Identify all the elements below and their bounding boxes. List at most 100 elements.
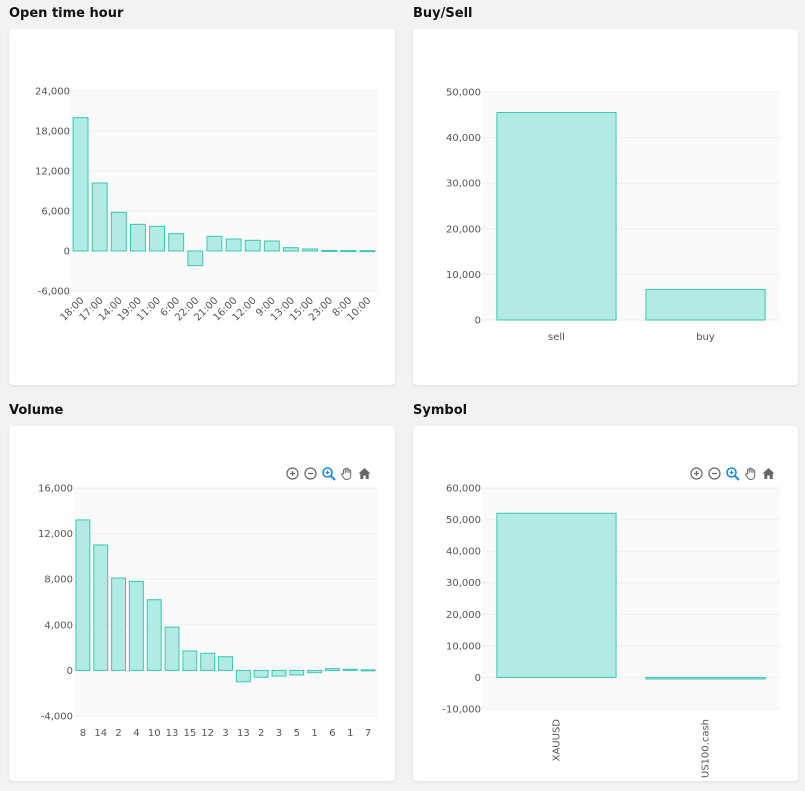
y-tick-label: 20,000 — [446, 224, 481, 235]
bar-8:00[interactable] — [340, 250, 357, 253]
x-tick-label: 12 — [201, 728, 214, 739]
bar-10[interactable] — [146, 599, 162, 671]
bar-2[interactable] — [111, 577, 127, 671]
chart-svg: -10,000 0 10,000 20,000 30,000 40,000 50,000 60… — [442, 484, 780, 778]
bar-15[interactable] — [182, 650, 198, 671]
x-tick-label: 5 — [294, 728, 300, 739]
x-tick-label: 15 — [183, 728, 196, 739]
bar-2[interactable] — [253, 669, 269, 678]
y-tick-label: 0 — [67, 666, 73, 677]
chart-card-buy-sell: 0 10,000 20,000 30,000 40,000 50,000 sell buy — [413, 29, 798, 385]
x-tick-label: 1 — [311, 728, 317, 739]
bar-sell[interactable] — [496, 112, 617, 321]
x-tick-label: 3 — [222, 728, 228, 739]
x-tick-label: 2 — [258, 728, 264, 739]
y-tick-label: 40,000 — [446, 547, 481, 558]
y-tick-label: -10,000 — [442, 705, 481, 716]
bar-3[interactable] — [271, 669, 287, 677]
panel-title-buy-sell: Buy/Sell — [413, 6, 473, 21]
bar-13:00[interactable] — [282, 247, 299, 252]
chart-card-open-time-hour: -6,000 0 6,000 12,000 18,000 24,000 18:00 17:00… — [9, 29, 395, 385]
bar-1[interactable] — [307, 669, 323, 674]
bar-7[interactable] — [360, 669, 376, 672]
y-tick-label: 10,000 — [446, 270, 481, 281]
bar-16:00[interactable] — [225, 238, 242, 252]
bar-6[interactable] — [324, 668, 340, 671]
bar-23:00[interactable] — [321, 249, 338, 252]
chart-toolbar — [689, 466, 776, 481]
panel-title-open-time-hour: Open time hour — [9, 6, 124, 21]
zoom-out-icon[interactable] — [303, 466, 318, 481]
home-reset-icon[interactable] — [357, 466, 372, 481]
y-tick-label: 6,000 — [41, 207, 70, 218]
y-tick-label: 18,000 — [35, 127, 70, 138]
x-tick-label: XAUUSD — [552, 719, 563, 762]
x-tick-label: sell — [548, 332, 565, 343]
pan-hand-icon[interactable] — [743, 466, 758, 481]
plot-area — [71, 91, 377, 291]
x-tick-label: 1 — [347, 728, 353, 739]
bar-14[interactable] — [93, 544, 109, 671]
y-tick-label: 4,000 — [44, 620, 73, 631]
bar-19:00[interactable] — [129, 223, 146, 252]
zoom-in-icon[interactable] — [285, 466, 300, 481]
y-tick-label: 0 — [64, 247, 70, 258]
bar-3[interactable] — [218, 656, 233, 671]
zoom-select-icon[interactable] — [321, 466, 336, 481]
x-tick-label: 4 — [133, 728, 139, 739]
bar-15:00[interactable] — [302, 248, 319, 252]
bar-18:00[interactable] — [72, 117, 89, 252]
x-tick-label: 8 — [80, 728, 86, 739]
home-reset-icon[interactable] — [761, 466, 776, 481]
bar-13[interactable] — [235, 669, 251, 683]
bar-XAUUSD[interactable] — [496, 512, 617, 678]
y-tick-label: 20,000 — [446, 610, 481, 621]
y-tick-label: 12,000 — [38, 529, 73, 540]
y-tick-label: 50,000 — [446, 88, 481, 99]
chart-card-symbol: -10,000 0 10,000 20,000 30,000 40,000 50,000 60… — [413, 426, 798, 781]
x-tick-label: buy — [696, 332, 715, 343]
panel-title-volume: Volume — [9, 403, 64, 418]
bar-11:00[interactable] — [149, 225, 166, 252]
bar-US100.cash[interactable] — [645, 676, 766, 680]
bar-8[interactable] — [75, 519, 91, 671]
y-tick-label: 24,000 — [35, 87, 70, 98]
bar-14:00[interactable] — [110, 211, 127, 252]
bar-6:00[interactable] — [168, 233, 185, 252]
x-tick-label: 13 — [237, 728, 250, 739]
zoom-out-icon[interactable] — [707, 466, 722, 481]
bar-13[interactable] — [164, 626, 180, 671]
bar-10:00[interactable] — [359, 250, 376, 253]
pan-hand-icon[interactable] — [339, 466, 354, 481]
y-tick-label: 30,000 — [446, 179, 481, 190]
x-tick-label: 2 — [115, 728, 121, 739]
x-tick-label: 14 — [94, 728, 107, 739]
x-tick-label: US100.cash — [701, 719, 712, 778]
bar-buy[interactable] — [645, 288, 766, 321]
chart-svg: -6,00006,00012,00018,00024,00018:0017:00… — [35, 87, 377, 324]
y-tick-label: 12,000 — [35, 167, 70, 178]
x-tick-label: 7 — [365, 728, 371, 739]
y-tick-label: -4,000 — [41, 712, 73, 723]
y-tick-label: 0 — [475, 673, 481, 684]
y-tick-label: 40,000 — [446, 133, 481, 144]
x-tick-label: 10 — [148, 728, 161, 739]
bar-12[interactable] — [200, 652, 216, 671]
bar-1[interactable] — [342, 668, 358, 671]
bar-22:00[interactable] — [187, 250, 204, 267]
zoom-select-icon[interactable] — [725, 466, 740, 481]
y-tick-label: -6,000 — [38, 287, 70, 298]
bar-5[interactable] — [289, 669, 305, 676]
zoom-in-icon[interactable] — [689, 466, 704, 481]
y-tick-label: 60,000 — [446, 484, 481, 495]
bar-21:00[interactable] — [206, 235, 223, 252]
chart-toolbar — [285, 466, 372, 481]
bar-17:00[interactable] — [91, 182, 108, 252]
y-tick-label: 8,000 — [44, 575, 73, 586]
chart-card-volume: -4,000 0 4,000 8,000 12,000 16,000 8 14 2 4 10 13 15… — [9, 426, 395, 781]
bar-4[interactable] — [128, 580, 144, 671]
bar-9:00[interactable] — [263, 240, 280, 252]
bar-12:00[interactable] — [244, 239, 261, 252]
x-tick-label: 13 — [166, 728, 179, 739]
